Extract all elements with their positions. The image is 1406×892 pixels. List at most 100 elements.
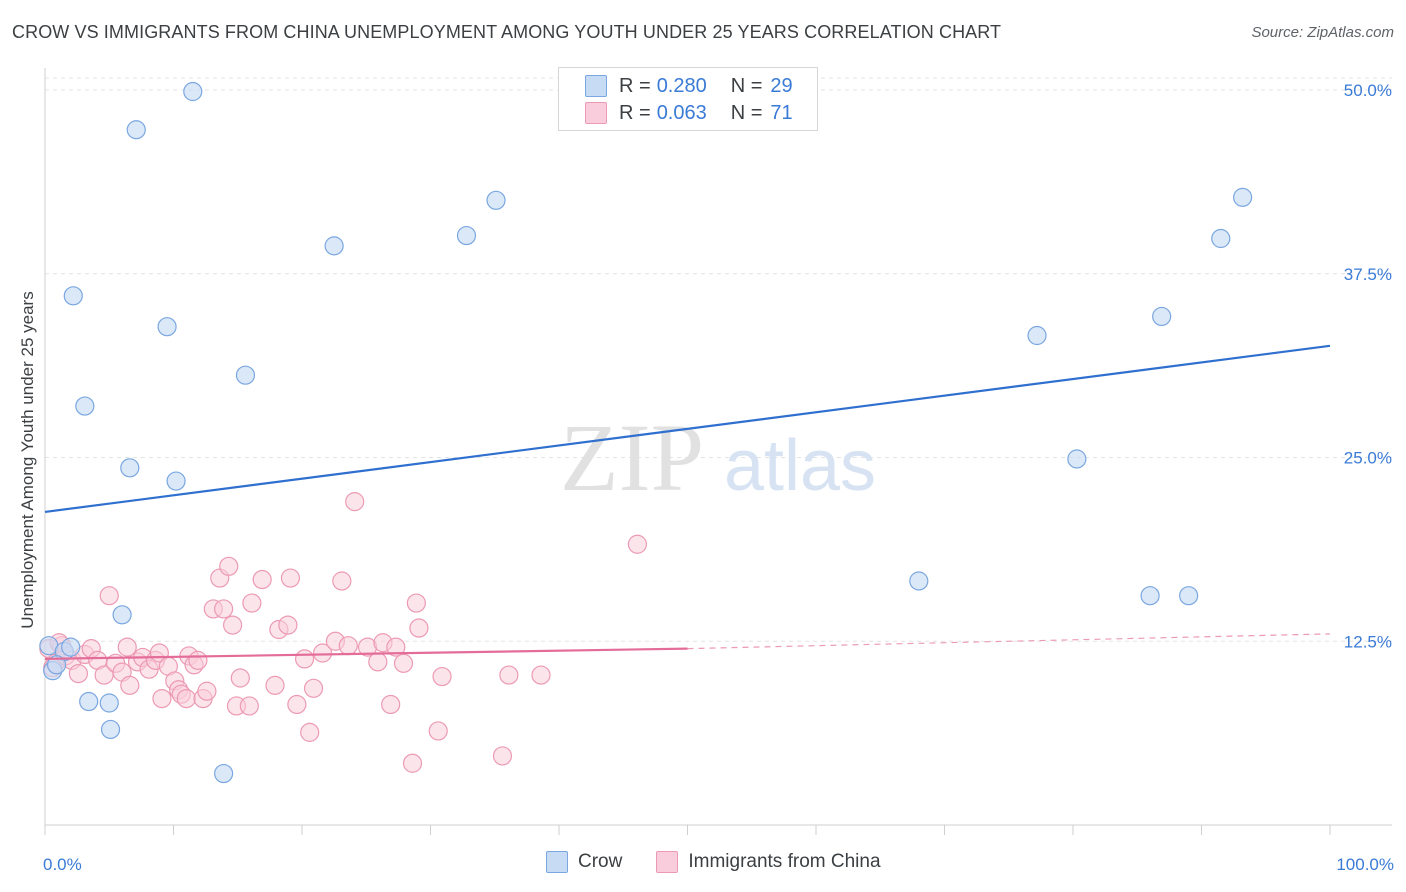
trend-lines	[44, 344, 1331, 661]
china-point	[499, 665, 519, 685]
china-point	[294, 649, 315, 669]
crow-point	[183, 81, 203, 102]
x-tick-label: 100.0%	[1336, 855, 1394, 874]
r-label: R =	[619, 74, 651, 97]
r-value: 0.063	[656, 101, 707, 124]
china-point	[252, 569, 272, 590]
china-swatch	[656, 851, 679, 873]
legend-item-china[interactable]: Immigrants from China	[656, 851, 881, 873]
china-point	[197, 681, 217, 701]
china-point	[287, 694, 307, 715]
series-china-points	[39, 492, 647, 773]
china-point	[492, 746, 513, 766]
crow-point	[79, 691, 99, 712]
crow-point	[166, 471, 186, 491]
crow-point	[75, 396, 95, 416]
china-point	[68, 663, 89, 684]
crow-point	[1140, 586, 1160, 606]
china-point	[409, 618, 429, 638]
x-tick-label: 0.0%	[43, 855, 82, 874]
y-tick-label: 37.5%	[1344, 265, 1392, 284]
series-crow-points	[39, 81, 1253, 784]
crow-point	[235, 365, 256, 385]
crow-point	[1179, 586, 1199, 606]
gridlines	[45, 77, 1392, 642]
china-point	[627, 534, 647, 554]
crow-swatch	[546, 851, 568, 873]
china-point	[381, 694, 401, 715]
china-point	[265, 675, 285, 695]
y-tick-label: 12.5%	[1344, 632, 1392, 651]
china-point	[312, 643, 333, 663]
china-point	[176, 688, 196, 709]
crow-point	[1067, 449, 1087, 469]
china-point	[531, 665, 551, 685]
crow-point	[214, 763, 234, 784]
n-value: 29	[770, 74, 793, 97]
watermark-zip: ZIP	[560, 404, 704, 511]
legend-label-crow: Crow	[578, 851, 623, 872]
crow-point	[1233, 187, 1253, 207]
r-label: R =	[619, 101, 651, 124]
china-point	[332, 571, 352, 591]
y-tick-label: 50.0%	[1344, 81, 1392, 100]
china-point	[432, 666, 452, 687]
crow-point	[46, 655, 67, 675]
china-point	[303, 678, 324, 698]
china-point	[393, 653, 414, 673]
axes	[44, 68, 1392, 835]
china-trend-line	[44, 647, 688, 661]
n-value: 71	[770, 101, 793, 124]
china-point	[230, 668, 250, 688]
china-point	[300, 722, 320, 742]
china-point	[152, 688, 172, 709]
crow-point	[1152, 306, 1172, 327]
china-point	[117, 637, 137, 657]
china-point	[338, 636, 358, 656]
china-point	[188, 650, 208, 670]
crow-point	[61, 637, 81, 657]
n-label: N =	[730, 101, 763, 124]
crow-point	[99, 693, 119, 713]
chart-title: CROW VS IMMIGRANTS FROM CHINA UNEMPLOYME…	[12, 22, 1002, 42]
china-swatch	[585, 102, 607, 124]
crow-point	[100, 719, 121, 740]
tick-labels: 12.5% 25.0% 37.5% 50.0% 0.0% 100.0%	[43, 81, 1394, 874]
legend-row-crow: R = 0.280 N = 29	[585, 74, 793, 98]
crow-point	[120, 458, 140, 478]
correlation-legend: R = 0.280 N = 29 R = 0.063 N = 71	[558, 67, 818, 131]
crow-point	[112, 605, 132, 625]
crow-point	[456, 225, 477, 246]
china-point	[99, 586, 119, 606]
china-trend-extension	[687, 633, 1331, 650]
china-point	[239, 696, 259, 716]
china-point	[120, 675, 140, 695]
crow-swatch	[585, 75, 607, 97]
china-point	[428, 721, 448, 741]
crow-point	[324, 236, 344, 256]
crow-point	[909, 571, 929, 591]
china-point	[368, 652, 388, 672]
crow-point	[157, 317, 177, 337]
r-value: 0.280	[656, 74, 707, 97]
crow-point	[126, 120, 146, 140]
y-tick-label: 25.0%	[1344, 449, 1392, 468]
crow-trend-line	[44, 344, 1331, 514]
n-label: N =	[730, 74, 763, 97]
china-point	[214, 599, 234, 619]
legend-row-china: R = 0.063 N = 71	[585, 101, 793, 125]
watermark-atlas: atlas	[724, 426, 876, 506]
china-point	[402, 753, 423, 773]
china-point	[223, 615, 243, 635]
china-point	[219, 556, 239, 576]
china-point	[386, 637, 406, 657]
china-point	[280, 568, 301, 588]
legend-label-china: Immigrants from China	[688, 851, 881, 872]
china-point	[345, 492, 365, 512]
china-point	[242, 593, 262, 613]
crow-point	[486, 190, 506, 210]
source-credit: Source: ZipAtlas.com	[1251, 24, 1394, 41]
legend-item-crow[interactable]: Crow	[546, 851, 622, 873]
china-point	[278, 615, 298, 635]
